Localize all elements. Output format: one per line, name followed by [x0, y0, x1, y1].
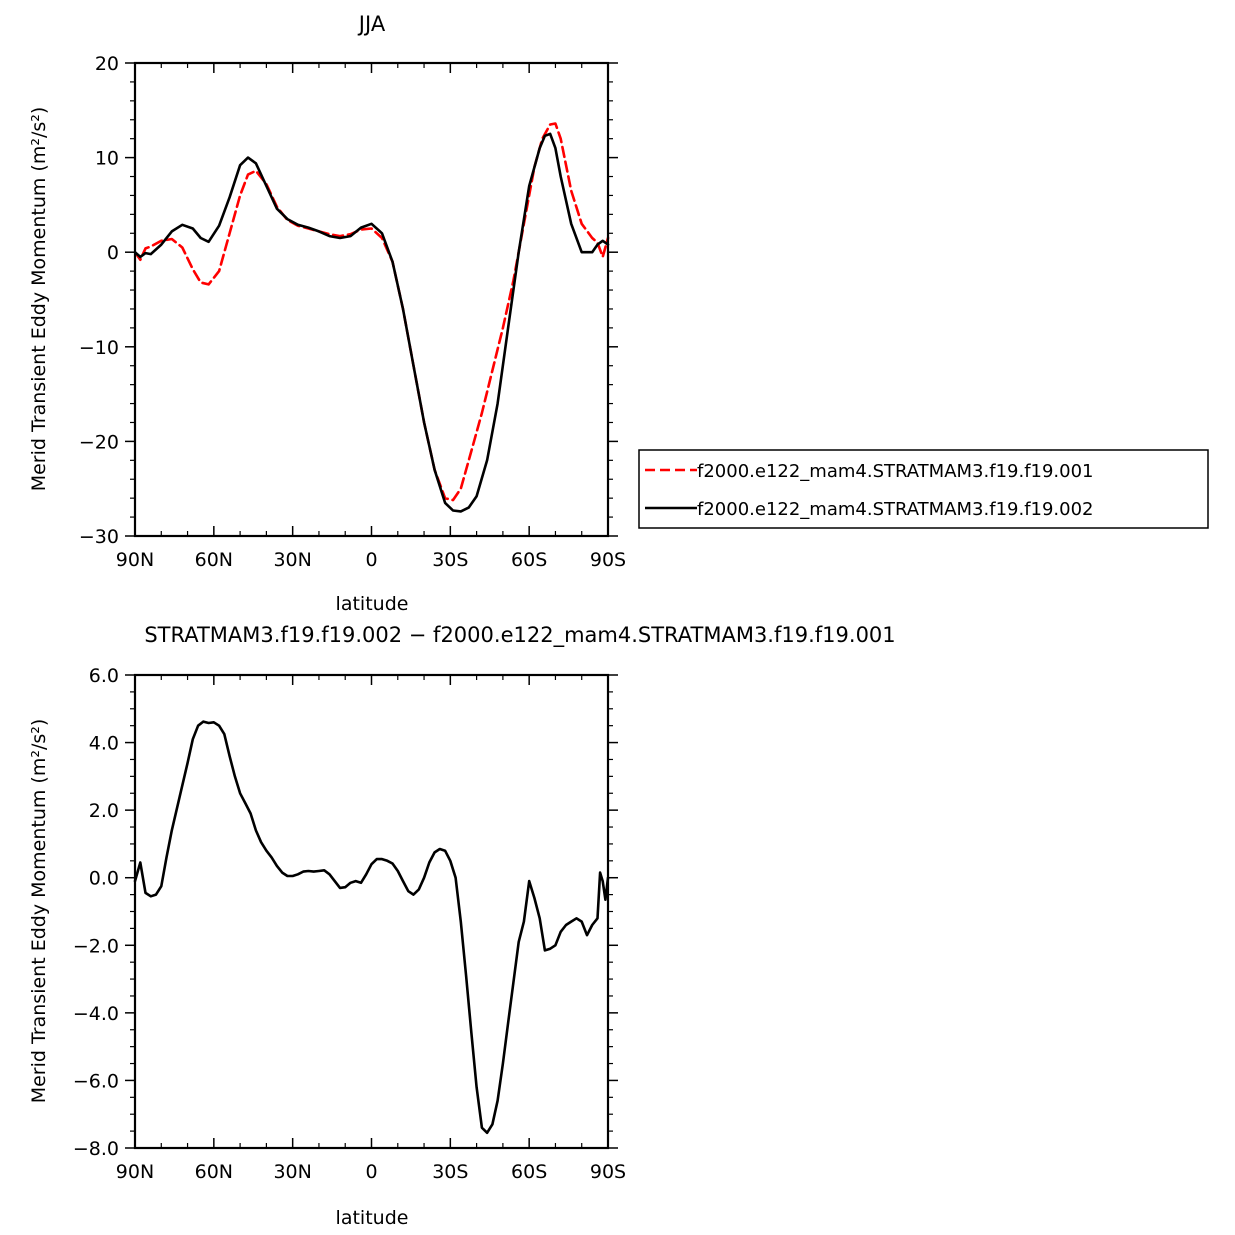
- x-tick-label: 90S: [590, 549, 626, 571]
- top-x-axis-title: latitude: [336, 593, 409, 615]
- bottom-x-axis-title: latitude: [336, 1207, 409, 1229]
- y-tick-label: 4.0: [89, 733, 119, 755]
- series-line-0-0: [133, 122, 610, 502]
- legend-box: f2000.e122_mam4.STRATMAM3.f19.f19.001 f2…: [638, 449, 1209, 529]
- x-tick-label: 60N: [195, 549, 233, 571]
- x-tick-label: 30S: [432, 1161, 468, 1183]
- x-tick-label: 0: [365, 549, 377, 571]
- top-series-layer: [133, 122, 610, 513]
- x-tick-label: 90N: [116, 1161, 154, 1183]
- x-tick-label: 60S: [511, 1161, 547, 1183]
- y-tick-label: −20: [79, 431, 119, 453]
- top-chart-title: JJA: [357, 12, 386, 36]
- bottom-series-layer: [133, 720, 610, 1135]
- y-tick-label: −6.0: [73, 1070, 119, 1092]
- y-tick-label: 6.0: [89, 665, 119, 687]
- top-y-axis-title: Merid Transient Eddy Momentum (m²/s²): [28, 107, 50, 492]
- y-tick-label: 10: [95, 148, 119, 170]
- y-tick-label: 0.0: [89, 868, 119, 890]
- x-tick-label: 60S: [511, 549, 547, 571]
- x-tick-label: 30N: [273, 1161, 311, 1183]
- y-tick-label: 0: [107, 242, 119, 264]
- legend-label-series-002: f2000.e122_mam4.STRATMAM3.f19.f19.002: [697, 499, 1094, 520]
- x-tick-label: 60N: [195, 1161, 233, 1183]
- bottom-axis-ticks: 90N 60N 30N 0 30S 60S 90S −8.0 −6.0 −4.0 −2.0 0.0 2.…: [73, 665, 626, 1183]
- y-tick-label: 20: [95, 53, 119, 75]
- x-tick-label: 0: [365, 1161, 377, 1183]
- bottom-chart-title: STRATMAM3.f19.f19.002 − f2000.e122_mam4.…: [144, 623, 895, 648]
- y-tick-label: −4.0: [73, 1003, 119, 1025]
- series-line-1-0: [133, 720, 610, 1135]
- x-tick-label: 30N: [273, 549, 311, 571]
- y-tick-label: −2.0: [73, 935, 119, 957]
- top-line-chart: JJA 90N 60N 30N 0 30S 60S 90S −30 −20 −10 0 10 20 la…: [28, 12, 1209, 615]
- legend-label-series-001: f2000.e122_mam4.STRATMAM3.f19.f19.001: [697, 461, 1094, 482]
- y-tick-label: 2.0: [89, 800, 119, 822]
- top-axis-ticks: 90N 60N 30N 0 30S 60S 90S −30 −20 −10 0 10 20: [79, 53, 626, 571]
- bottom-line-chart: STRATMAM3.f19.f19.002 − f2000.e122_mam4.…: [28, 623, 896, 1229]
- y-tick-label: −30: [79, 526, 119, 548]
- bottom-y-axis-title: Merid Transient Eddy Momentum (m²/s²): [28, 719, 50, 1104]
- legend-frame: [638, 449, 1209, 529]
- y-tick-label: −8.0: [73, 1138, 119, 1160]
- x-tick-label: 90N: [116, 549, 154, 571]
- x-tick-label: 30S: [432, 549, 468, 571]
- x-tick-label: 90S: [590, 1161, 626, 1183]
- y-tick-label: −10: [79, 337, 119, 359]
- series-line-0-1: [133, 132, 610, 513]
